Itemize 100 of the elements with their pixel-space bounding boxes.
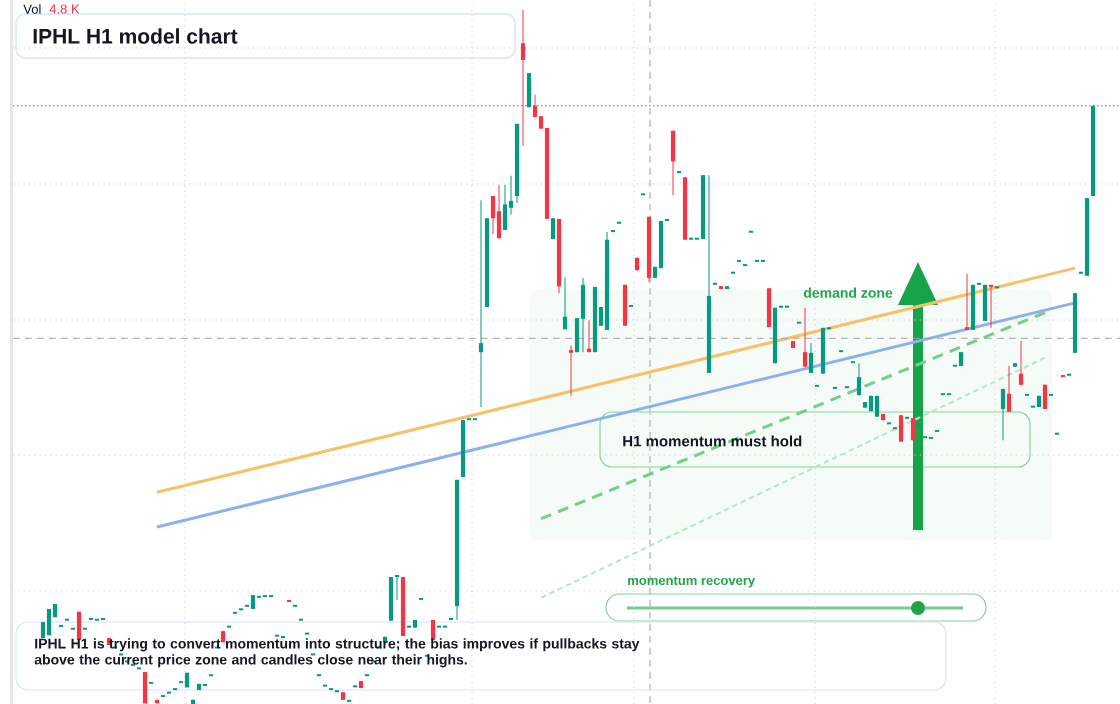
candlestick — [814, 384, 820, 387]
candlestick — [160, 695, 166, 698]
annotation: momentum recovery — [628, 576, 756, 588]
candlestick — [166, 691, 172, 694]
candlestick — [736, 259, 742, 262]
candlestick — [1024, 393, 1030, 396]
candlestick — [730, 271, 736, 274]
candlestick — [742, 264, 748, 267]
candlestick — [280, 636, 286, 639]
candlestick — [394, 575, 400, 601]
candlestick — [808, 342, 814, 374]
candlestick — [364, 674, 370, 677]
candlestick — [82, 627, 88, 630]
candlestick — [640, 193, 646, 196]
candlestick — [508, 175, 514, 216]
candlestick — [346, 699, 352, 702]
candlestick — [238, 608, 244, 611]
candlestick — [562, 276, 568, 330]
candlestick — [916, 424, 922, 427]
annotation: IPHL H1 is trying to convert momentum into structure; the bias improves if pullbacks stay above the current price zone and candles close near their highs. — [34, 638, 640, 668]
candlestick — [892, 427, 898, 430]
candlestick — [298, 618, 304, 621]
candlestick — [694, 237, 700, 240]
candlestick — [946, 393, 952, 396]
candlestick — [262, 595, 268, 598]
candlestick — [328, 688, 334, 691]
candlestick — [532, 94, 538, 118]
candlestick — [334, 690, 340, 693]
candlestick — [202, 683, 208, 686]
candlestick — [838, 350, 844, 353]
candlestick — [100, 618, 106, 621]
candlestick — [490, 195, 496, 235]
candlestick — [442, 625, 448, 628]
candlestick — [274, 634, 280, 637]
candlestick — [226, 625, 232, 628]
candlestick — [1000, 388, 1006, 441]
candlestick — [232, 611, 238, 614]
candlestick — [406, 625, 412, 628]
candlestick — [136, 667, 142, 670]
candlestick — [520, 9, 526, 147]
candlestick — [922, 436, 928, 439]
candlestick — [964, 273, 970, 331]
candlestick — [472, 418, 478, 421]
candlestick — [58, 624, 64, 627]
candlestick — [802, 307, 808, 368]
candlestick — [94, 618, 100, 621]
candlestick — [748, 230, 754, 233]
candlestick — [754, 259, 760, 262]
candlestick — [130, 663, 136, 666]
candlestick — [826, 327, 832, 330]
candlestick — [310, 653, 316, 656]
annotation: Vol — [23, 4, 41, 14]
candlestick — [1006, 365, 1012, 413]
candlestick — [610, 230, 616, 233]
candlestick — [940, 393, 946, 396]
candlestick — [172, 688, 178, 691]
candlestick — [760, 259, 766, 262]
band-label: demand zone — [803, 287, 893, 298]
candlestick — [976, 282, 982, 285]
candlestick — [832, 386, 838, 389]
candlestick — [244, 604, 250, 607]
candlestick — [1048, 393, 1054, 396]
candlestick — [778, 305, 784, 308]
candlestick — [664, 218, 670, 221]
candlestick — [88, 618, 94, 621]
candlestick — [268, 595, 274, 598]
candlestick — [1078, 271, 1084, 274]
candlestick — [904, 416, 910, 419]
candlestick — [1018, 340, 1024, 386]
candlestick — [478, 199, 484, 408]
candlestick — [856, 362, 862, 396]
candlestick — [784, 305, 790, 308]
candlestick — [844, 386, 850, 389]
candlestick — [352, 685, 358, 688]
candlestick — [568, 344, 574, 397]
candlestick — [70, 627, 76, 630]
candlestick — [934, 429, 940, 432]
candlestick — [256, 595, 262, 598]
candlestick — [676, 171, 682, 174]
candlestick — [598, 306, 604, 327]
candlestick — [292, 604, 298, 607]
candlestick — [1066, 373, 1072, 376]
candlestick — [952, 364, 958, 367]
candlestick — [994, 286, 1000, 289]
candlestick — [928, 436, 934, 439]
candlestick — [628, 305, 634, 308]
candlestick — [178, 681, 184, 684]
candlestick — [850, 361, 856, 364]
candlestick — [712, 282, 718, 285]
candlestick — [118, 653, 124, 656]
candlestick — [688, 237, 694, 240]
candlestick — [208, 674, 214, 677]
candlestick — [796, 321, 802, 324]
candlestick — [466, 418, 472, 421]
candlestick — [316, 674, 322, 677]
annotation: H1 momentum must hold — [623, 435, 802, 447]
annotation: 4.8 K — [49, 4, 80, 14]
candlestick — [304, 632, 310, 635]
candlestick — [322, 684, 328, 687]
candlestick — [148, 681, 154, 684]
